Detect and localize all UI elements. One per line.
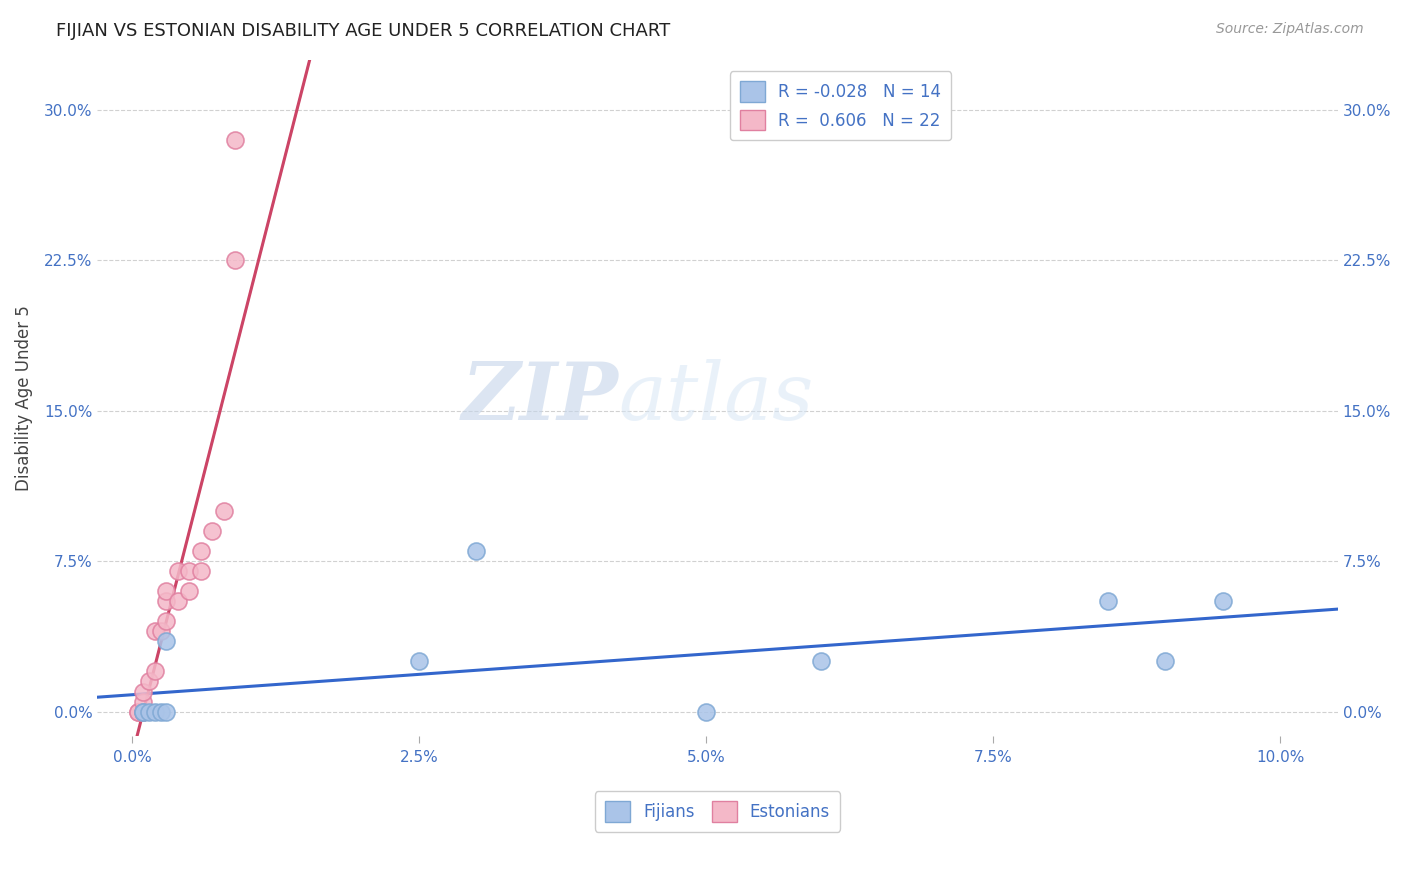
Text: atlas: atlas: [619, 359, 814, 436]
Point: [155, 634, 177, 648]
Point: [155, 705, 177, 719]
Point: [127, 705, 149, 719]
Text: FIJIAN VS ESTONIAN DISABILITY AGE UNDER 5 CORRELATION CHART: FIJIAN VS ESTONIAN DISABILITY AGE UNDER …: [56, 22, 671, 40]
Point: [132, 705, 155, 719]
Point: [166, 564, 188, 578]
Point: [149, 624, 172, 639]
Point: [166, 594, 188, 608]
Point: [695, 705, 717, 719]
Text: ZIP: ZIP: [461, 359, 619, 436]
Legend: Fijians, Estonians: Fijians, Estonians: [595, 791, 841, 831]
Point: [179, 584, 201, 599]
Point: [810, 655, 832, 669]
Point: [138, 705, 160, 719]
Point: [138, 674, 160, 689]
Point: [143, 624, 166, 639]
Point: [132, 684, 155, 698]
Point: [132, 694, 155, 708]
Point: [201, 524, 224, 538]
Text: Source: ZipAtlas.com: Source: ZipAtlas.com: [1216, 22, 1364, 37]
Point: [132, 705, 155, 719]
Point: [143, 665, 166, 679]
Point: [155, 594, 177, 608]
Point: [127, 705, 149, 719]
Point: [1154, 655, 1177, 669]
Point: [465, 544, 488, 558]
Point: [1097, 594, 1119, 608]
Point: [155, 615, 177, 629]
Point: [224, 253, 246, 268]
Point: [143, 705, 166, 719]
Point: [149, 705, 172, 719]
Point: [179, 564, 201, 578]
Y-axis label: Disability Age Under 5: Disability Age Under 5: [15, 305, 32, 491]
Point: [408, 655, 430, 669]
Point: [1212, 594, 1234, 608]
Point: [190, 564, 212, 578]
Point: [190, 544, 212, 558]
Point: [224, 133, 246, 147]
Point: [212, 504, 235, 518]
Point: [155, 584, 177, 599]
Point: [132, 705, 155, 719]
